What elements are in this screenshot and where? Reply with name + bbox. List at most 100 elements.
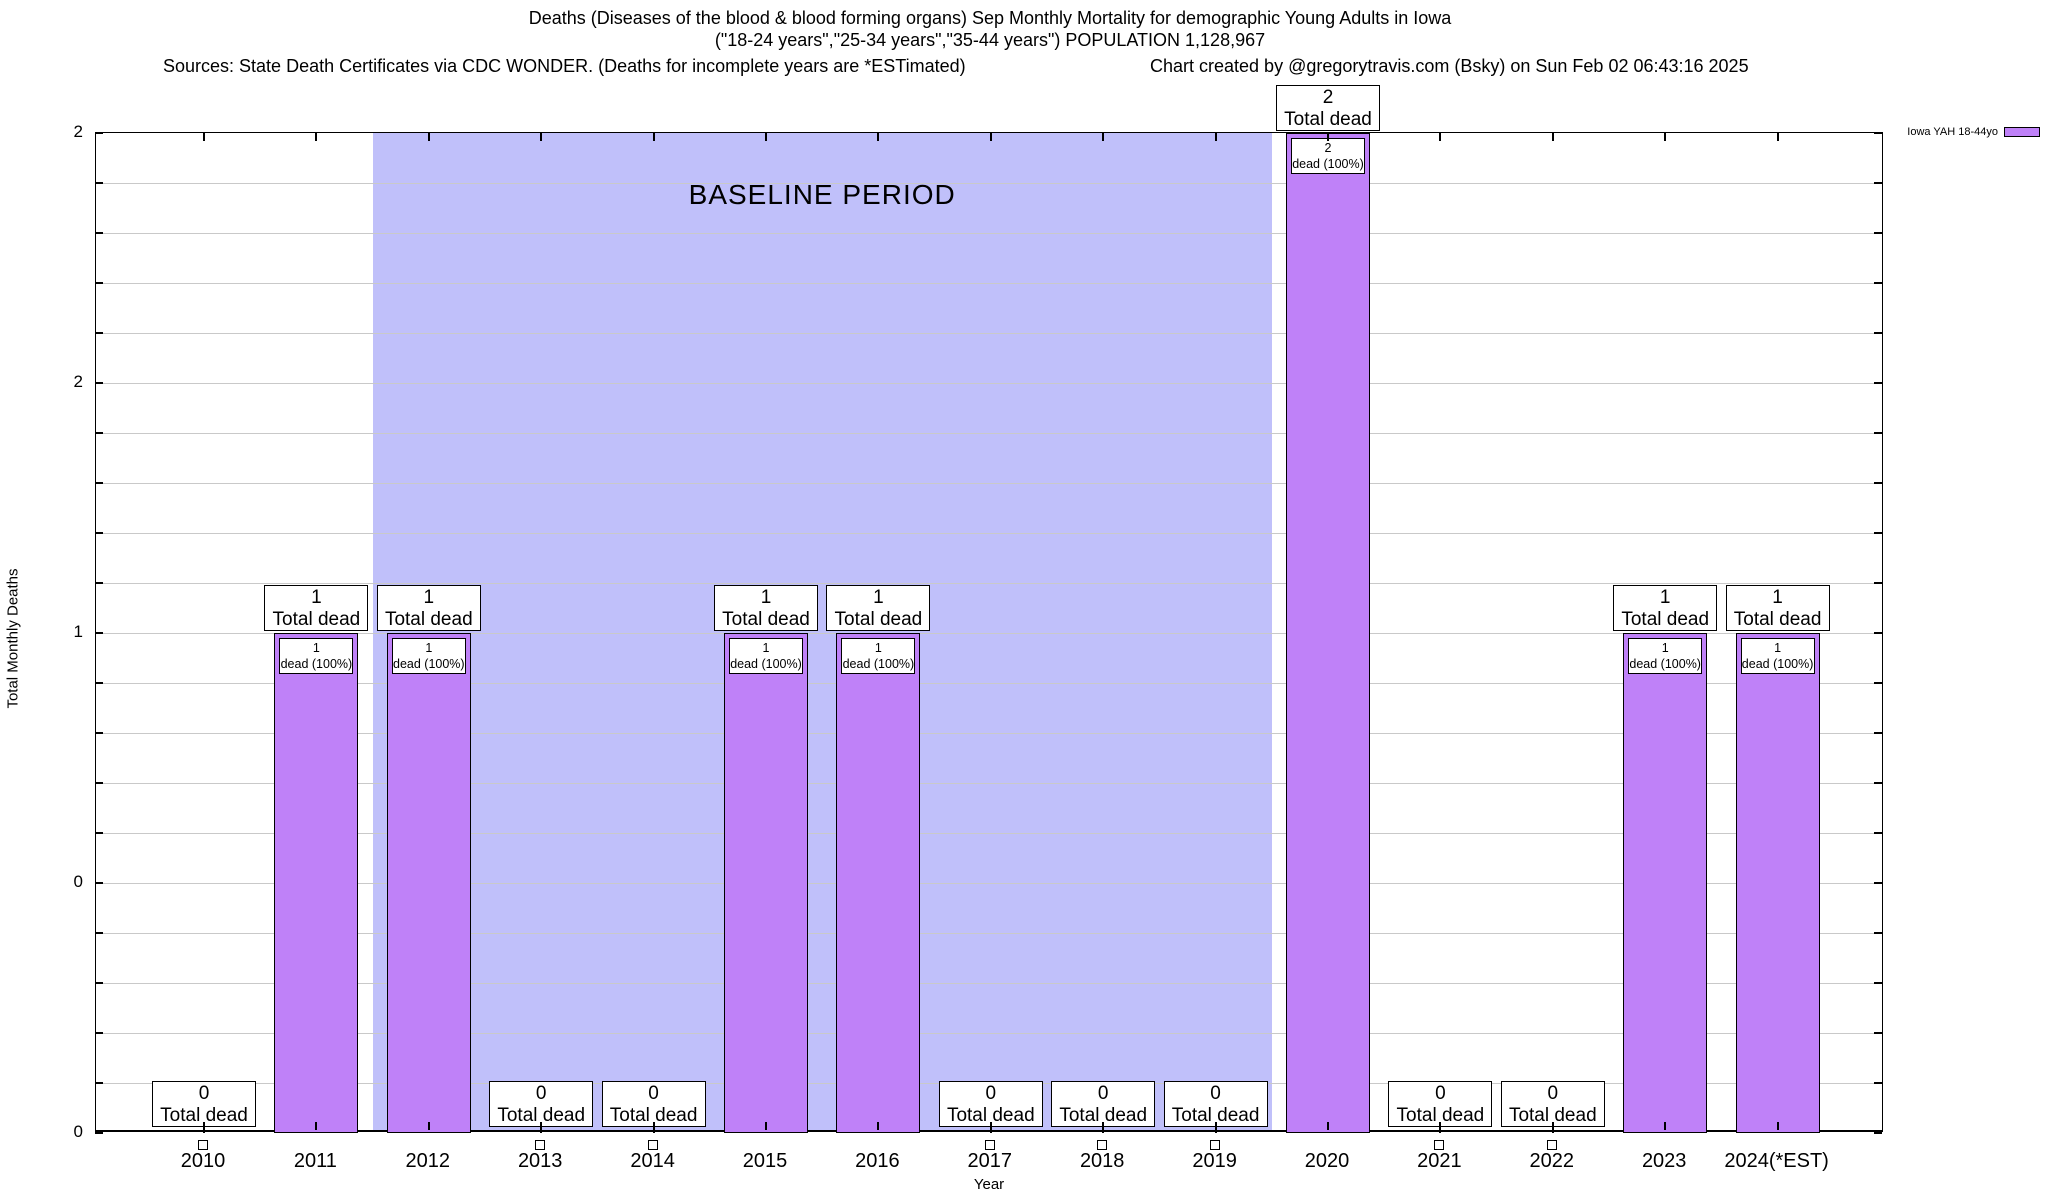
gridline [96,783,1882,784]
x-axis-tick [877,1122,880,1130]
bar-total-label-box: 0 Total dead [489,1081,594,1127]
bar-total-label-box: 1 Total dead [714,585,818,631]
bar-total-text: Total dead [1059,1105,1148,1126]
bar-total-value: 0 [535,1083,547,1104]
plot-area: BASELINE PERIOD 0 Total dead 1 dead (100%) 1 T… [95,85,1883,1133]
bar [1623,633,1708,1133]
gridline [96,583,1882,584]
y-axis-tick [95,982,103,984]
chart-subtitle: ("18-24 years","25-34 years","35-44 year… [714,30,1266,50]
bar-detail-text: dead (100%) [280,657,353,671]
y-axis-tick [1874,582,1882,584]
legend: Iowa YAH 18-44yo [1907,126,2040,138]
x-axis-tick [203,133,205,141]
bar-total-text: Total dead [1621,609,1710,630]
bar-detail-text: dead (100%) [842,657,915,671]
y-axis-tick [1874,182,1882,184]
bar-detail-label-box: 1 dead (100%) [729,638,803,674]
bar-total-text: Total dead [1284,109,1372,130]
bar-total-label-box: 1 Total dead [1725,585,1830,631]
x-axis-tick [1664,1122,1667,1130]
bar-total-label-box: 0 Total dead [601,1081,706,1127]
y-axis-tick [95,332,103,334]
bar-total-value: 1 [760,587,772,608]
y-axis-tick [95,732,103,734]
y-axis-tick [1874,432,1882,434]
bar-total-value: 0 [198,1083,210,1104]
y-axis-tick [1874,1032,1882,1034]
bar-total-label-box: 2 Total dead [1276,85,1380,131]
y-axis-tick [95,432,103,434]
y-axis-tick [1874,732,1882,734]
bar-total-label-box: 0 Total dead [1051,1081,1156,1127]
y-tick-label: 0 [73,1122,83,1141]
bar-total-text: Total dead [722,609,810,630]
y-axis-tick [1874,382,1882,384]
y-axis-tick [95,832,103,834]
x-axis-tick [1664,133,1667,141]
bar-detail-text: dead (100%) [1741,657,1814,671]
x-axis-tick [315,133,318,141]
bar-detail-value: 1 [1661,641,1669,655]
bar-total-value: 0 [1210,1083,1221,1104]
bar-total-value: 2 [1322,87,1334,108]
x-axis-tick [1776,133,1779,141]
bar-detail-label-box: 1 dead (100%) [841,638,916,674]
y-axis-tick [95,582,103,584]
x-axis-tick [1776,1122,1779,1130]
x-tick-label: 2014 [630,1150,675,1172]
x-tick-label: 2010 [180,1150,226,1172]
x-tick-label: 2021 [1417,1150,1462,1172]
y-axis-tick [1874,132,1882,134]
bar-total-label-box: 1 Total dead [826,585,931,631]
bar-total-label-box: 0 Total dead [938,1081,1043,1127]
bar-total-text: Total dead [160,1105,248,1126]
gridline [96,483,1882,484]
x-axis-tick [1327,1122,1329,1130]
bar-total-text: Total dead [1171,1105,1260,1126]
chart-title: Deaths (Diseases of the blood & blood fo… [528,8,1452,28]
bar-total-label-box: 0 Total dead [152,1081,256,1127]
bar-total-value: 1 [311,587,322,608]
x-axis-tick [989,1122,992,1130]
x-axis-tick [203,1122,205,1130]
y-axis-tick [95,932,103,934]
gridline [96,833,1882,834]
bar-detail-value: 1 [1774,641,1782,655]
y-axis-tick [95,882,103,884]
y-axis-tick [95,782,103,784]
bar [1735,633,1820,1133]
x-axis-tick [540,133,543,141]
bar-detail-label-box: 1 dead (100%) [1740,638,1815,674]
x-axis-tick [652,133,655,141]
bar-total-label-box: 0 Total dead [1388,1081,1493,1127]
bar-detail-label-box: 2 dead (100%) [1291,138,1365,174]
bar-total-text: Total dead [834,609,923,630]
zero-value-marker [1209,1140,1220,1150]
bar-total-value: 0 [1097,1083,1109,1104]
bar [386,633,471,1133]
bar-detail-value: 1 [874,641,882,655]
bar-detail-label-box: 1 dead (100%) [279,638,354,674]
bar-total-text: Total dead [497,1105,586,1126]
x-tick-label: 2022 [1529,1150,1575,1172]
zero-value-marker [647,1140,658,1150]
x-tick-label: 2018 [1079,1150,1125,1172]
y-tick-label: 2 [73,372,83,391]
x-tick-label: 2012 [405,1150,451,1172]
gridline [96,383,1882,384]
y-axis-tick [1874,632,1882,634]
x-tick-label: 2017 [967,1150,1013,1172]
bar-detail-label-box: 1 dead (100%) [391,638,466,674]
y-axis-tick [1874,882,1882,884]
gridline [96,433,1882,434]
x-axis-tick [1327,133,1329,141]
gridline [96,1033,1882,1034]
gridline [96,733,1882,734]
bar-detail-text: dead (100%) [1629,657,1701,671]
x-axis-tick [427,133,430,141]
gridline [96,933,1882,934]
x-axis-tick [765,133,767,141]
legend-swatch [2004,127,2040,137]
bar-detail-text: dead (100%) [1292,157,1364,171]
